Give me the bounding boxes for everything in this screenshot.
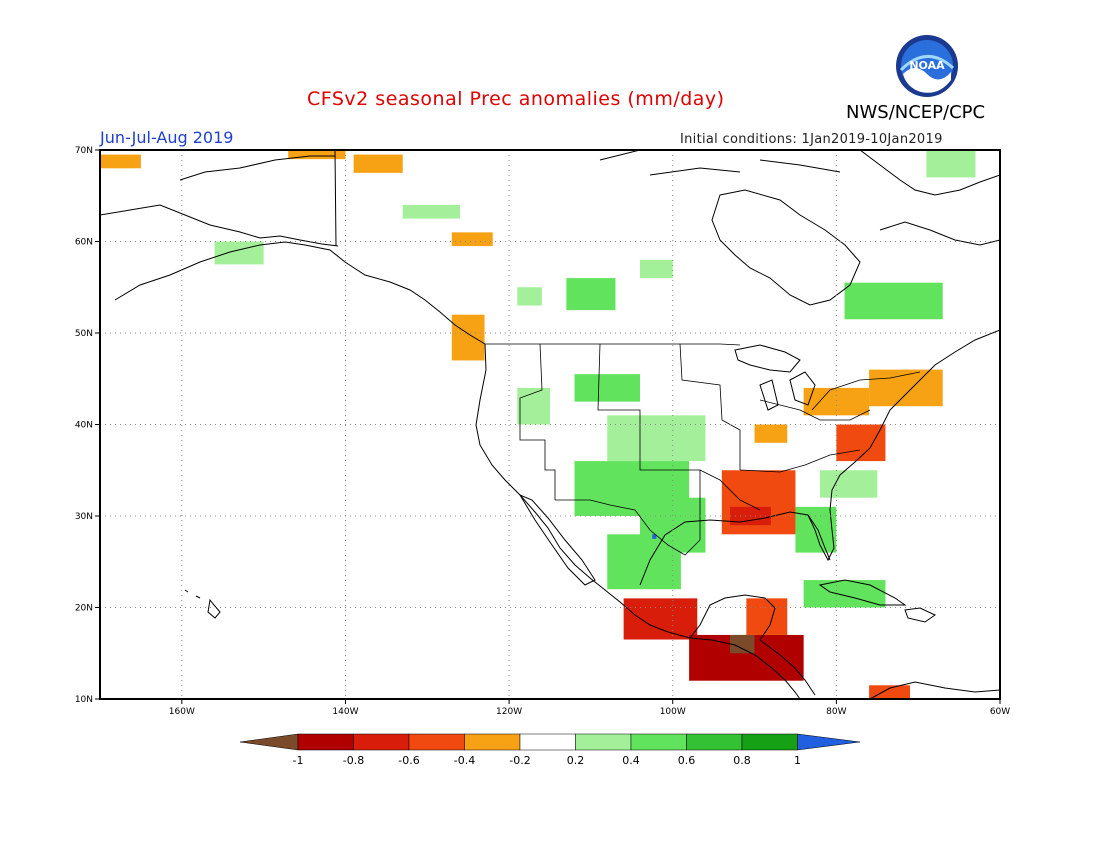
anomaly-region-colombia-north [869,685,910,699]
anomaly-region-alaska-northwest [100,154,141,169]
anomaly-region-us-northwest [517,387,550,425]
anomaly-region-northwest-territories [402,204,460,219]
anomaly-region-gulf-of-alaska-coast [214,241,264,265]
colorbar-arrow-low [239,733,299,751]
anomaly-region-saskatchewan-north [566,278,616,311]
page-title: CFSv2 seasonal Prec anomalies (mm/day) [307,88,725,110]
anomaly-region-montana-dakotas [574,374,640,402]
colorbar-swatch [686,733,743,751]
anomaly-region-alaska-north-slope [288,150,346,160]
lat-label: 70N [75,146,93,156]
lat-label: 20N [75,604,93,614]
colorbar-label: -0.8 [343,754,364,767]
colorbar-label: 0.8 [733,754,751,767]
latitude-labels: 70N 60N 50N 40N 30N 20N 10N [75,146,100,705]
noaa-logo-text: NOAA [909,59,945,72]
anomaly-region-new-england [869,369,943,407]
colorbar-label: 0.4 [622,754,640,767]
anomaly-region-mexico-highlands [607,534,681,590]
lat-label: 30N [75,512,93,522]
colorbar-arrow-high [797,733,861,751]
anomaly-region-southeast-coast [820,470,878,498]
agency-label: NWS/NCEP/CPC [846,102,986,123]
colorbar-swatch [464,733,521,751]
anomaly-region-yukon-north [353,154,403,173]
colorbar-swatch [519,733,576,751]
anomaly-region-manitoba-north [640,259,673,279]
noaa-logo: NOAA [896,35,958,97]
lat-label: 50N [75,329,93,339]
colorbar-swatch [353,733,410,751]
colorbar-label: 0.6 [678,754,696,767]
lat-label: 10N [75,695,93,705]
anomaly-region-ohio-valley [754,424,788,443]
anomaly-region-british-columbia-north [451,232,493,247]
anomaly-layer [100,150,976,699]
lat-label: 60N [75,238,93,248]
anomaly-region-alberta-north [517,287,542,306]
lon-label: 60W [990,707,1010,717]
anomaly-region-texas-blue-spot [652,534,657,539]
colorbar-label: 0.2 [567,754,585,767]
colorbar-swatch [575,733,632,751]
anomaly-region-mid-atlantic [836,424,886,462]
anomaly-region-pacific-northwest-coast [451,314,485,361]
graticule [100,150,1000,699]
anomaly-region-yucatan [746,598,788,635]
lon-label: 160W [169,707,195,717]
season-label: Jun-Jul-Aug 2019 [100,128,234,147]
borders-layer [485,343,921,556]
lat-label: 40N [75,421,93,431]
anomaly-region-greenland-west [926,150,976,178]
colorbar-swatch [741,733,798,751]
colorbar-swatch [408,733,465,751]
lon-label: 80W [826,707,846,717]
lon-label: 140W [332,707,358,717]
lon-label: 100W [660,707,686,717]
colorbar: -1 -0.8 -0.6 -0.4 -0.2 0.2 0.4 0.6 0.8 1 [239,733,861,767]
colorbar-label: -0.2 [509,754,530,767]
colorbar-label: -1 [293,754,304,767]
anomaly-region-quebec-north [844,282,943,320]
lon-label: 120W [496,707,522,717]
anomaly-region-guatemala-core [730,634,755,654]
colorbar-swatch [630,733,687,751]
anomaly-region-mexico-pacific-coast [623,598,698,640]
initial-conditions-label: Initial conditions: 1Jan2019-10Jan2019 [680,132,943,147]
colorbar-label: -0.6 [398,754,419,767]
coastline-layer [100,150,1000,699]
longitude-labels: 160W 140W 120W 100W 80W 60W [169,699,1010,717]
colorbar-label: 1 [794,754,801,767]
anomaly-region-colorado-plains [607,415,706,462]
colorbar-label: -0.4 [454,754,475,767]
colorbar-swatch [297,733,354,751]
anomaly-region-great-lakes [803,387,870,416]
